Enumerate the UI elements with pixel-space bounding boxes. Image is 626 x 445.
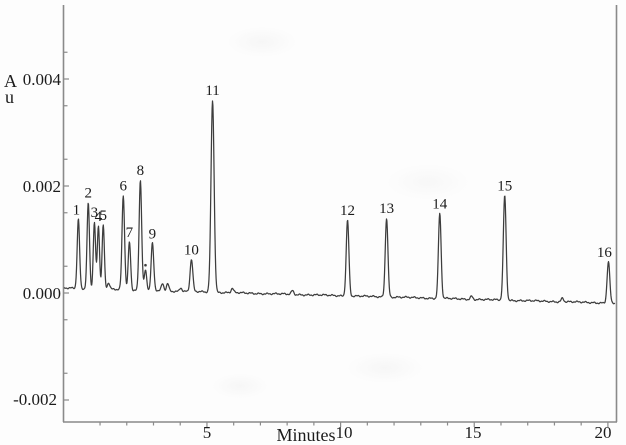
peak-label-7: 7 (126, 225, 134, 241)
y-tick-label-0000: 0.000 (23, 284, 61, 303)
x-tick-label-20: 20 (595, 423, 612, 442)
peak-label-1: 1 (73, 203, 81, 219)
x-axis-ticks (99, 422, 609, 427)
chromatogram-trace (63, 100, 616, 305)
peak-label-8: 8 (137, 163, 145, 179)
x-tick-label-15: 15 (465, 423, 482, 442)
y-tick-label-0002: 0.002 (23, 177, 61, 196)
y-axis-unit-u: u (5, 87, 14, 107)
y-tick-label-0004: 0.004 (23, 70, 62, 89)
peak-label-6: 6 (120, 179, 128, 195)
peak-label-5: 5 (99, 208, 107, 224)
peak-label-4: 4 (95, 209, 103, 225)
x-tick-label-5: 5 (203, 423, 212, 442)
peak-label-16: 16 (597, 245, 613, 261)
noise-dot (144, 263, 147, 267)
peak-label-3: 3 (91, 205, 99, 221)
x-tick-label-10: 10 (336, 423, 353, 442)
y-axis-unit-A: A (4, 71, 17, 91)
peak-label-11: 11 (205, 83, 219, 99)
y-axis-ticks (63, 51, 69, 401)
peak-label-9: 9 (149, 227, 157, 243)
peak-label-15: 15 (497, 178, 512, 194)
peak-label-10: 10 (184, 243, 199, 259)
x-axis-title: Minutes (276, 425, 335, 445)
peak-label-2: 2 (85, 186, 93, 202)
peak-label-13: 13 (379, 201, 394, 217)
peak-label-12: 12 (340, 203, 355, 219)
peak-label-14: 14 (432, 196, 448, 212)
y-tick-label-neg0002: -0.002 (13, 390, 57, 409)
